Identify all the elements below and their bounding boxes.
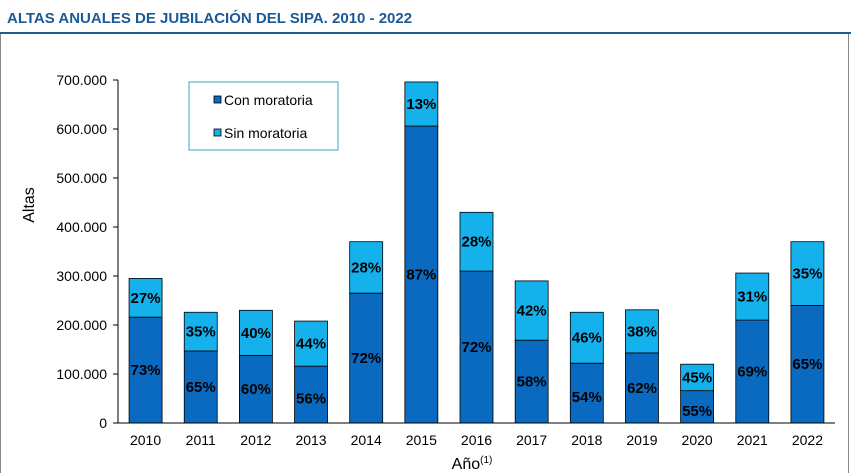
bar-sin-moratoria-2016 xyxy=(459,211,494,272)
y-tick-label: 300.000 xyxy=(56,268,107,284)
y-tick-label: 400.000 xyxy=(56,219,107,235)
data-label-con-moratoria-2022: 65% xyxy=(792,356,822,373)
data-label-sin-moratoria-2019: 38% xyxy=(627,323,657,340)
y-tick-label: 0 xyxy=(99,415,107,431)
x-tick-label-2011: 2011 xyxy=(186,432,216,448)
legend-box xyxy=(188,81,339,151)
x-tick-label-2018: 2018 xyxy=(571,432,602,448)
bar-sin-moratoria-2019 xyxy=(625,309,659,354)
bar-con-moratoria-2010 xyxy=(128,316,163,424)
x-axis-label: Año(1) xyxy=(452,455,493,473)
y-tick-label: 500.000 xyxy=(56,170,107,186)
bars xyxy=(128,81,825,424)
x-tick-label-2013: 2013 xyxy=(295,432,326,448)
x-axis-label-sup: (1) xyxy=(480,455,492,466)
chart-frame xyxy=(0,34,849,473)
bar-sin-moratoria-2010 xyxy=(128,278,163,318)
y-tick-label: 600.000 xyxy=(56,121,107,137)
data-label-sin-moratoria-2010: 27% xyxy=(131,290,161,307)
data-label-sin-moratoria-2017: 42% xyxy=(517,303,547,320)
data-label-sin-moratoria-2014: 28% xyxy=(351,259,381,276)
bar-sin-moratoria-2013 xyxy=(294,320,328,367)
data-label-sin-moratoria-2020: 45% xyxy=(682,369,712,386)
data-label-con-moratoria-2020: 55% xyxy=(682,403,712,420)
data-label-con-moratoria-2010: 73% xyxy=(131,362,161,379)
x-tick-label-2016: 2016 xyxy=(461,432,492,448)
bar-con-moratoria-2013 xyxy=(294,365,328,424)
bar-con-moratoria-2016 xyxy=(459,270,494,424)
axes: 0 100.000 200.000 300.000 400.000 500.000 600.… xyxy=(56,72,835,448)
bar-con-moratoria-2012 xyxy=(238,354,273,424)
x-tick-label-2020: 2020 xyxy=(682,432,713,448)
bar-con-moratoria-2018 xyxy=(569,362,604,424)
y-axis-label: Altas xyxy=(21,187,38,223)
bar-sin-moratoria-2020 xyxy=(680,363,715,392)
bar-con-moratoria-2011 xyxy=(183,350,218,424)
data-label-sin-moratoria-2018: 46% xyxy=(572,330,602,347)
x-tick-label-2017: 2017 xyxy=(516,432,547,448)
bar-con-moratoria-2021 xyxy=(735,319,770,424)
x-axis-label-text: Año xyxy=(452,456,481,473)
data-label-sin-moratoria-2013: 44% xyxy=(296,336,326,353)
bar-con-moratoria-2019 xyxy=(625,352,659,424)
data-label-con-moratoria-2019: 62% xyxy=(627,380,657,397)
data-label-sin-moratoria-2021: 31% xyxy=(737,289,767,306)
legend-swatch-sin-moratoria xyxy=(213,128,222,137)
bar-con-moratoria-2015 xyxy=(404,125,439,424)
bar-sin-moratoria-2012 xyxy=(238,309,273,356)
x-tick-label-2010: 2010 xyxy=(130,432,161,448)
data-label-con-moratoria-2018: 54% xyxy=(572,389,602,406)
data-label-con-moratoria-2012: 60% xyxy=(241,381,271,398)
bar-con-moratoria-2017 xyxy=(514,339,549,424)
bar-sin-moratoria-2018 xyxy=(569,311,604,364)
y-tick-label: 700.000 xyxy=(56,72,107,88)
legend-swatch-con-moratoria xyxy=(213,95,222,104)
x-tick-label-2021: 2021 xyxy=(737,432,768,448)
data-label-sin-moratoria-2015: 13% xyxy=(406,96,436,113)
legend-label-sin-moratoria: Sin moratoria xyxy=(224,125,307,141)
x-tick-label-2015: 2015 xyxy=(406,432,437,448)
title-bar: ALTAS ANUALES DE JUBILACIÓN DEL SIPA. 20… xyxy=(0,0,851,34)
legend-label-con-moratoria: Con moratoria xyxy=(224,92,313,108)
data-label-sin-moratoria-2022: 35% xyxy=(792,266,822,283)
bar-sin-moratoria-2011 xyxy=(183,311,218,352)
x-tick-label-2014: 2014 xyxy=(351,432,382,448)
bar-sin-moratoria-2017 xyxy=(514,280,549,341)
bar-sin-moratoria-2022 xyxy=(790,241,825,306)
data-label-con-moratoria-2021: 69% xyxy=(737,364,767,381)
data-label-sin-moratoria-2011: 35% xyxy=(186,324,216,341)
page-title: ALTAS ANUALES DE JUBILACIÓN DEL SIPA. 20… xyxy=(7,10,413,27)
y-tick-label: 200.000 xyxy=(56,317,107,333)
data-label-con-moratoria-2013: 56% xyxy=(296,391,326,408)
x-tick-label-2019: 2019 xyxy=(626,432,657,448)
data-label-con-moratoria-2015: 87% xyxy=(406,267,436,284)
data-label-con-moratoria-2017: 58% xyxy=(517,374,547,391)
data-labels: 73% 27% 65% 35% 60% 40% 56% 44% 72% 28% 87% 13% 72% 2… xyxy=(131,96,823,420)
legend: Con moratoria Sin moratoria xyxy=(188,81,339,151)
data-label-con-moratoria-2014: 72% xyxy=(351,350,381,367)
bar-sin-moratoria-2015 xyxy=(404,81,439,127)
data-label-con-moratoria-2011: 65% xyxy=(186,379,216,396)
data-label-con-moratoria-2016: 72% xyxy=(461,339,491,356)
data-label-sin-moratoria-2016: 28% xyxy=(461,234,491,251)
x-tick-label-2022: 2022 xyxy=(792,432,823,448)
x-tick-label-2012: 2012 xyxy=(240,432,271,448)
bar-con-moratoria-2014 xyxy=(349,292,384,424)
bar-sin-moratoria-2014 xyxy=(349,241,384,294)
y-tick-label: 100.000 xyxy=(56,366,107,382)
bar-sin-moratoria-2021 xyxy=(735,272,770,321)
data-label-sin-moratoria-2012: 40% xyxy=(241,325,271,342)
